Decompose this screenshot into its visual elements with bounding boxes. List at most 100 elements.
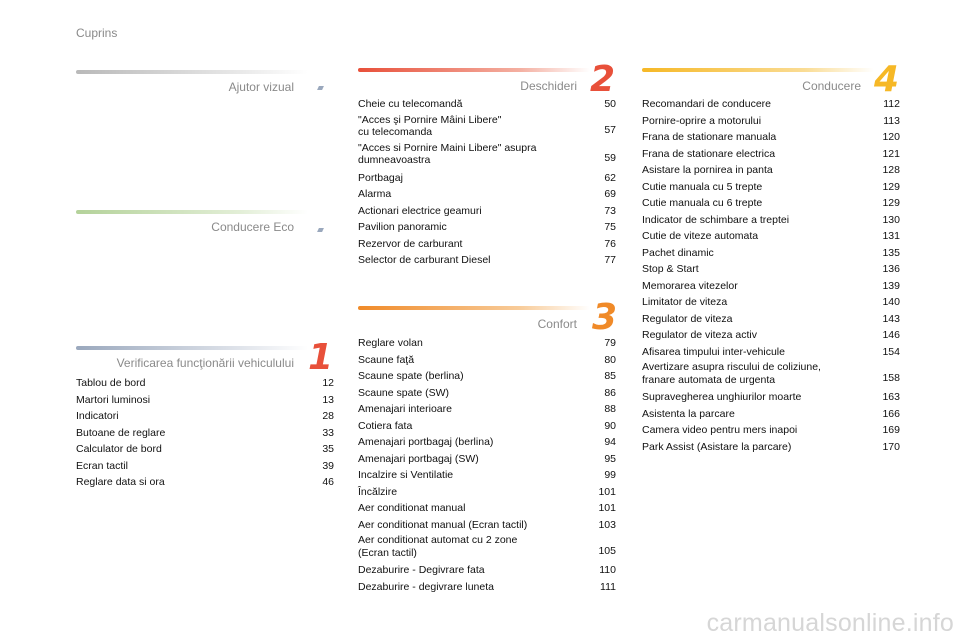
toc-entry[interactable]: Actionari electrice geamuri 73	[358, 203, 616, 220]
toc-entry[interactable]: Cutie manuala cu 6 trepte 129	[642, 195, 900, 212]
toc-entry[interactable]: Scaune faţă 80	[358, 352, 616, 369]
toc-entry-title: Cutie manuala cu 5 trepte	[642, 180, 763, 193]
toc-entry[interactable]: Frana de stationare electrica 121	[642, 146, 900, 163]
toc-entry-page: 46	[322, 476, 334, 488]
toc-entry[interactable]: Regulator de viteza activ 146	[642, 327, 900, 344]
toc-entry[interactable]: Reglare volan 79	[358, 335, 616, 352]
toc-entry[interactable]: Amenajari portbagaj (berlina) 94	[358, 434, 616, 451]
toc-entry[interactable]: Asistare la pornirea in panta 128	[642, 162, 900, 179]
toc-entry-title: Dezaburire - degivrare luneta	[358, 580, 494, 593]
toc-entry-title: Frana de stationare electrica	[642, 147, 776, 160]
toc-entry[interactable]: Dezaburire - Degivrare fata 110	[358, 562, 616, 579]
toc-entry[interactable]: Încălzire 101	[358, 484, 616, 501]
toc-entry[interactable]: Portbagaj 62	[358, 170, 616, 187]
section-marker-icon	[317, 228, 324, 232]
toc-entry[interactable]: Stop & Start 136	[642, 261, 900, 278]
toc-entry[interactable]: Selector de carburant Diesel 77	[358, 252, 616, 269]
section-bar-deschideri	[358, 68, 590, 72]
toc-entry-title: Încălzire	[358, 485, 398, 498]
toc-entry[interactable]: Indicatori 28	[76, 408, 334, 425]
toc-entry[interactable]: Park Assist (Asistare la parcare) 170	[642, 439, 900, 456]
toc-entry-title: Recomandari de conducere	[642, 98, 771, 110]
toc-entry[interactable]: Limitator de viteza 140	[642, 294, 900, 311]
toc-entry-page: 101	[598, 485, 616, 498]
toc-entry[interactable]: Calculator de bord 35	[76, 441, 334, 458]
toc-entry[interactable]: Cheie cu telecomandă 50	[358, 96, 616, 113]
toc-entry-title: Amenajari portbagaj (SW)	[358, 452, 479, 465]
watermark: carmanualsonline.info	[706, 609, 954, 637]
toc-entry-title: Park Assist (Asistare la parcare)	[642, 440, 792, 453]
toc-entry-page: 139	[882, 279, 900, 292]
toc-list-deschideri: Cheie cu telecomandă 50 "Acces şi Pornire …	[358, 96, 616, 269]
toc-entry[interactable]: Aer conditionat automat cu 2 zone (Ecran…	[358, 534, 616, 559]
toc-entry-page: 69	[604, 188, 616, 200]
toc-entry[interactable]: Martori luminosi 13	[76, 392, 334, 409]
toc-entry-title: Stop & Start	[642, 263, 699, 275]
toc-entry[interactable]: Avertizare asupra riscului de coliziune,…	[642, 361, 900, 386]
section-title-verificarea: Verificarea funcţionării vehiculului	[116, 356, 294, 370]
toc-entry[interactable]: Memorarea vitezelor 139	[642, 278, 900, 295]
toc-entry[interactable]: Pornire-oprire a motorului 113	[642, 113, 900, 130]
toc-entry-title: Amenajari portbagaj (berlina)	[358, 436, 494, 448]
toc-list-verificarea: Tablou de bord 12 Martori luminosi 13 Indica…	[76, 375, 334, 491]
toc-entry[interactable]: "Acces si Pornire Maini Libere" asupra d…	[358, 142, 616, 167]
toc-entry-page: 33	[322, 426, 334, 439]
toc-entry[interactable]: Ecran tactil 39	[76, 458, 334, 475]
toc-entry[interactable]: Asistenta la parcare 166	[642, 406, 900, 423]
toc-entry[interactable]: Cutie manuala cu 5 trepte 129	[642, 179, 900, 196]
toc-entry-title: Scaune spate (SW)	[358, 386, 450, 399]
toc-entry[interactable]: Butoane de reglare 33	[76, 425, 334, 442]
toc-entry[interactable]: Pavilion panoramic 75	[358, 219, 616, 236]
toc-entry-title: Limitator de viteza	[642, 296, 728, 308]
toc-entry[interactable]: Scaune spate (SW) 86	[358, 385, 616, 402]
toc-entry[interactable]: Amenajari portbagaj (SW) 95	[358, 451, 616, 468]
toc-entry-title: Camera video pentru mers inapoi	[642, 424, 798, 436]
toc-entry-page: 75	[604, 221, 616, 233]
toc-entry-title: Amenajari interioare	[358, 403, 452, 415]
toc-entry[interactable]: Dezaburire - degivrare luneta 111	[358, 579, 616, 596]
toc-entry-page: 163	[882, 391, 900, 403]
toc-entry-title: Scaune spate (berlina)	[358, 370, 464, 382]
toc-entry[interactable]: Cutie de viteze automata 131	[642, 228, 900, 245]
toc-entry[interactable]: Indicator de schimbare a treptei 130	[642, 212, 900, 229]
toc-entry[interactable]: Afisarea timpului inter-vehicule 154	[642, 344, 900, 361]
toc-entry[interactable]: Aer conditionat manual 101	[358, 500, 616, 517]
toc-entry[interactable]: Regulator de viteza 143	[642, 311, 900, 328]
section-title-ajutor: Ajutor vizual	[228, 80, 294, 94]
toc-entry[interactable]: Aer conditionat manual (Ecran tactil) 103	[358, 517, 616, 534]
section-marker-icon	[317, 86, 324, 90]
toc-entry-title: Aer conditionat manual (Ecran tactil)	[358, 518, 528, 531]
toc-entry-title: Reglare data si ora	[76, 476, 165, 488]
toc-entry-page: 85	[604, 370, 616, 382]
toc-entry-title: Avertizare asupra riscului de coliziune,…	[642, 361, 821, 386]
toc-entry[interactable]: Camera video pentru mers inapoi 169	[642, 422, 900, 439]
toc-entry[interactable]: "Acces şi Pornire Mâini Libere" cu telec…	[358, 114, 616, 139]
toc-entry[interactable]: Amenajari interioare 88	[358, 401, 616, 418]
toc-entry-title: Incalzire si Ventilatie	[358, 469, 454, 481]
toc-entry[interactable]: Cotiera fata 90	[358, 418, 616, 435]
toc-entry-title: Pachet dinamic	[642, 246, 714, 259]
page-title: Cuprins	[76, 26, 118, 40]
toc-entry[interactable]: Incalzire si Ventilatie 99	[358, 467, 616, 484]
toc-entry[interactable]: Supravegherea unghiurilor moarte 163	[642, 389, 900, 406]
toc-entry[interactable]: Scaune spate (berlina) 85	[358, 368, 616, 385]
toc-entry[interactable]: Pachet dinamic 135	[642, 245, 900, 262]
toc-entry-page: 88	[604, 403, 616, 415]
toc-entry[interactable]: Recomandari de conducere 112	[642, 96, 900, 113]
toc-entry-title: Tablou de bord	[76, 377, 146, 389]
toc-entry[interactable]: Alarma 69	[358, 186, 616, 203]
toc-entry[interactable]: Tablou de bord 12	[76, 375, 334, 392]
toc-entry-title: Alarma	[358, 188, 392, 200]
toc-entry-title: Aer conditionat manual	[358, 502, 466, 514]
toc-entry[interactable]: Rezervor de carburant 76	[358, 236, 616, 253]
toc-entry[interactable]: Frana de stationare manuala 120	[642, 129, 900, 146]
toc-entry-page: 121	[882, 147, 900, 160]
toc-entry-title: Selector de carburant Diesel	[358, 254, 491, 266]
toc-entry-page: 129	[882, 197, 900, 209]
toc-entry-page: 76	[604, 237, 616, 250]
toc-entry-page: 35	[322, 443, 334, 455]
toc-entry[interactable]: Reglare data si ora 46	[76, 474, 334, 491]
toc-entry-page: 12	[322, 377, 334, 389]
toc-entry-title: Indicator de schimbare a treptei	[642, 213, 790, 226]
toc-entry-page: 112	[883, 98, 900, 110]
